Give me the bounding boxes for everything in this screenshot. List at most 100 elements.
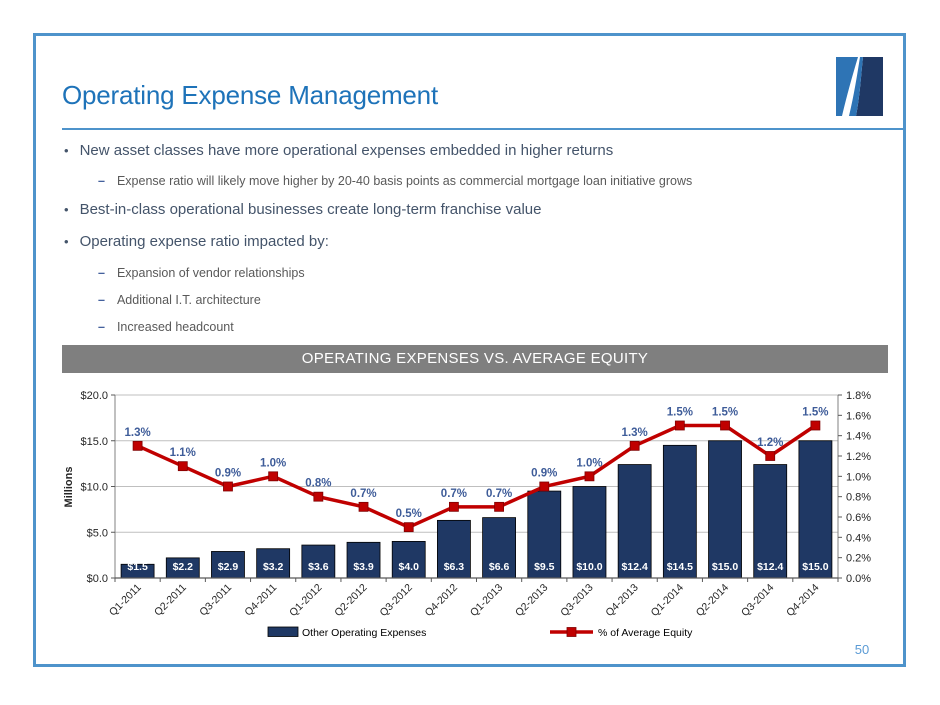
svg-text:1.5%: 1.5% bbox=[667, 407, 693, 419]
title-divider bbox=[62, 128, 903, 130]
svg-text:0.7%: 0.7% bbox=[486, 488, 512, 500]
svg-text:1.2%: 1.2% bbox=[757, 437, 783, 449]
svg-text:Q3-2012: Q3-2012 bbox=[377, 582, 414, 619]
svg-text:0.9%: 0.9% bbox=[531, 468, 557, 480]
line-series bbox=[132, 420, 821, 533]
svg-text:Q3-2011: Q3-2011 bbox=[197, 582, 234, 619]
page-number: 50 bbox=[854, 642, 870, 657]
slide-frame: Operating Expense Management • New asset… bbox=[33, 33, 906, 667]
svg-text:1.3%: 1.3% bbox=[622, 427, 648, 439]
svg-text:Q2-2014: Q2-2014 bbox=[694, 582, 731, 619]
dash-marker-icon: – bbox=[98, 319, 105, 334]
svg-text:0.7%: 0.7% bbox=[441, 488, 467, 500]
svg-text:Q2-2011: Q2-2011 bbox=[152, 582, 189, 619]
chart-banner-title: OPERATING EXPENSES VS. AVERAGE EQUITY bbox=[62, 345, 888, 373]
sub-bullet-text: Expense ratio will likely move higher by… bbox=[116, 174, 693, 189]
svg-text:1.0%: 1.0% bbox=[846, 471, 871, 483]
svg-text:1.1%: 1.1% bbox=[170, 447, 196, 459]
sub-bullet-text: Additional I.T. architecture bbox=[116, 292, 261, 307]
svg-text:$6.3: $6.3 bbox=[444, 561, 465, 573]
bullet-text: Best-in-class operational businesses cre… bbox=[79, 201, 542, 219]
chart-legend: Other Operating Expenses % of Average Equ… bbox=[267, 626, 693, 639]
bullet-marker-icon: • bbox=[64, 143, 69, 158]
svg-text:1.8%: 1.8% bbox=[846, 390, 871, 402]
bullet-text: New asset classes have more operational … bbox=[79, 142, 614, 159]
svg-text:1.4%: 1.4% bbox=[846, 431, 871, 443]
svg-text:1.0%: 1.0% bbox=[260, 457, 286, 469]
svg-text:0.8%: 0.8% bbox=[305, 478, 331, 490]
svg-text:1.0%: 1.0% bbox=[576, 457, 602, 469]
svg-text:Q1-2013: Q1-2013 bbox=[468, 582, 505, 619]
bullet-text: Operating expense ratio impacted by: bbox=[79, 233, 329, 251]
svg-text:0.6%: 0.6% bbox=[846, 512, 871, 524]
dash-marker-icon: – bbox=[98, 174, 105, 189]
svg-text:0.2%: 0.2% bbox=[846, 553, 871, 565]
svg-text:$15.0: $15.0 bbox=[80, 436, 108, 448]
company-logo-icon bbox=[836, 57, 883, 116]
svg-text:$3.6: $3.6 bbox=[308, 561, 329, 573]
svg-text:$2.2: $2.2 bbox=[173, 561, 194, 573]
sub-bullet-item: – Expense ratio will likely move higher … bbox=[98, 174, 872, 189]
line-data-labels: 1.3% 1.1% 0.9% 1.0% 0.8% 0.7% 0.5% 0.7% 0.7% 0.9%… bbox=[124, 407, 828, 521]
svg-text:1.3%: 1.3% bbox=[124, 427, 150, 439]
svg-text:Q1-2011: Q1-2011 bbox=[107, 582, 144, 619]
svg-text:Q2-2012: Q2-2012 bbox=[332, 582, 369, 619]
sub-bullet-text: Increased headcount bbox=[116, 319, 234, 334]
sub-bullet-item: – Expansion of vendor relationships bbox=[98, 266, 872, 281]
svg-text:Q4-2012: Q4-2012 bbox=[423, 582, 460, 619]
svg-text:1.5%: 1.5% bbox=[802, 407, 828, 419]
svg-text:Q4-2013: Q4-2013 bbox=[603, 582, 640, 619]
svg-text:1.5%: 1.5% bbox=[712, 407, 738, 419]
bullet-item: • Operating expense ratio impacted by: bbox=[64, 233, 872, 251]
svg-text:$5.0: $5.0 bbox=[87, 527, 108, 539]
expenses-vs-equity-chart: $1.5 $2.2 $2.9 $3.2 $3.6 $3.9 $4.0 $6.3 $6.6 $9.5… bbox=[63, 390, 871, 639]
svg-text:$10.0: $10.0 bbox=[576, 561, 602, 573]
svg-text:0.7%: 0.7% bbox=[350, 488, 376, 500]
svg-text:$3.2: $3.2 bbox=[263, 561, 284, 573]
svg-text:Millions: Millions bbox=[63, 467, 75, 508]
svg-text:% of Average Equity: % of Average Equity bbox=[598, 627, 693, 639]
svg-text:1.2%: 1.2% bbox=[846, 451, 871, 463]
svg-text:$12.4: $12.4 bbox=[757, 561, 783, 573]
bar-series bbox=[120, 440, 833, 579]
category-axis-labels: Q1-2011 Q2-2011 Q3-2011 Q4-2011 Q1-2012 Q2-20… bbox=[107, 582, 822, 619]
bullet-item: • Best-in-class operational businesses c… bbox=[64, 201, 872, 219]
svg-text:$12.4: $12.4 bbox=[622, 561, 648, 573]
dash-marker-icon: – bbox=[98, 292, 105, 307]
svg-text:Q1-2012: Q1-2012 bbox=[287, 582, 324, 619]
svg-text:Other Operating Expenses: Other Operating Expenses bbox=[302, 627, 426, 639]
dash-marker-icon: – bbox=[98, 265, 105, 280]
bullet-list: • New asset classes have more operationa… bbox=[62, 142, 872, 347]
svg-text:Q4-2011: Q4-2011 bbox=[242, 582, 279, 619]
svg-text:$14.5: $14.5 bbox=[667, 561, 693, 573]
svg-text:$15.0: $15.0 bbox=[802, 561, 828, 573]
svg-text:Q4-2014: Q4-2014 bbox=[784, 582, 821, 619]
left-axis-labels: $0.0 $5.0 $10.0 $15.0 $20.0 Millions bbox=[63, 390, 115, 585]
svg-text:$10.0: $10.0 bbox=[80, 482, 108, 494]
sub-bullet-item: – Increased headcount bbox=[98, 320, 872, 335]
sub-bullet-item: – Additional I.T. architecture bbox=[98, 293, 872, 308]
svg-text:Q3-2013: Q3-2013 bbox=[558, 582, 595, 619]
bullet-marker-icon: • bbox=[64, 234, 69, 250]
svg-text:$9.5: $9.5 bbox=[534, 561, 555, 573]
svg-text:$2.9: $2.9 bbox=[218, 561, 239, 573]
svg-text:Q1-2014: Q1-2014 bbox=[649, 582, 686, 619]
svg-text:$4.0: $4.0 bbox=[399, 561, 420, 573]
right-axis-labels: 0.0% 0.2% 0.4% 0.6% 0.8% 1.0% 1.2% 1.4% 1.6% 1.8% bbox=[838, 390, 871, 585]
svg-text:0.0%: 0.0% bbox=[846, 573, 871, 585]
svg-text:0.9%: 0.9% bbox=[215, 468, 241, 480]
svg-text:$6.6: $6.6 bbox=[489, 561, 510, 573]
svg-text:0.4%: 0.4% bbox=[846, 532, 871, 544]
svg-text:Q2-2013: Q2-2013 bbox=[513, 582, 550, 619]
svg-text:0.5%: 0.5% bbox=[396, 508, 422, 520]
bar-data-labels: $1.5 $2.2 $2.9 $3.2 $3.6 $3.9 $4.0 $6.3 $6.6 $9.5… bbox=[127, 561, 828, 573]
sub-bullet-text: Expansion of vendor relationships bbox=[116, 265, 305, 280]
svg-text:$20.0: $20.0 bbox=[80, 390, 108, 402]
svg-text:$1.5: $1.5 bbox=[127, 561, 148, 573]
svg-text:Q3-2014: Q3-2014 bbox=[739, 582, 776, 619]
svg-text:$0.0: $0.0 bbox=[87, 573, 108, 585]
bullet-marker-icon: • bbox=[64, 202, 69, 218]
svg-text:$15.0: $15.0 bbox=[712, 561, 738, 573]
bullet-item: • New asset classes have more operationa… bbox=[64, 142, 872, 160]
